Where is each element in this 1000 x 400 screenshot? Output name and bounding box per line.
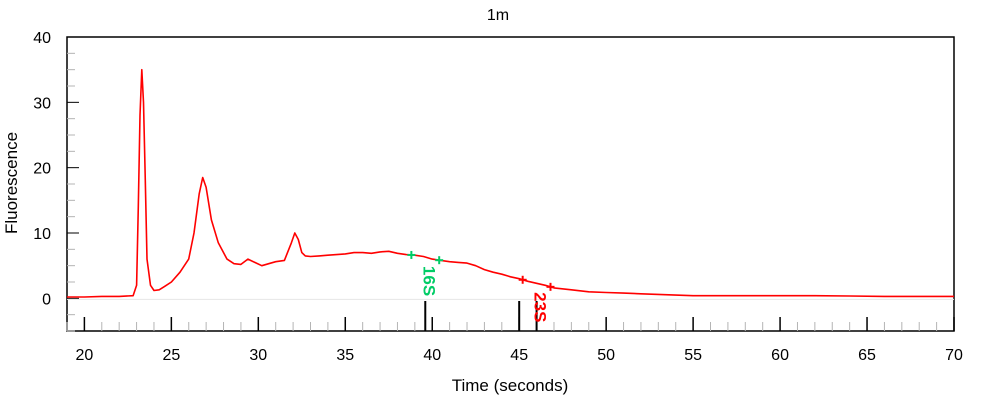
annotation-16s: 16S bbox=[407, 250, 444, 296]
y-tick-label: 40 bbox=[33, 30, 51, 47]
x-tick-label: 60 bbox=[771, 347, 789, 364]
x-tick-label: 40 bbox=[423, 347, 441, 364]
x-axis-title: Time (seconds) bbox=[452, 376, 569, 395]
series-layer bbox=[67, 68, 954, 298]
x-tick-label: 30 bbox=[249, 347, 267, 364]
x-tick-label: 20 bbox=[75, 347, 93, 364]
y-tick-label: 20 bbox=[33, 161, 51, 178]
x-tick-label: 35 bbox=[336, 347, 354, 364]
x-tick-label: 70 bbox=[945, 347, 963, 364]
chart-title: 1m bbox=[487, 7, 509, 24]
y-tick-label: 30 bbox=[33, 95, 51, 112]
y-tick-label: 10 bbox=[33, 226, 51, 243]
x-tick-label: 65 bbox=[858, 347, 876, 364]
x-tick-label: 55 bbox=[684, 347, 702, 364]
series-line bbox=[67, 68, 954, 298]
annotation-layer: 16S 23S bbox=[407, 250, 555, 331]
x-tick-label: 50 bbox=[597, 347, 615, 364]
annotation-label: 16S bbox=[419, 266, 438, 296]
y-axis-title: Fluorescence bbox=[2, 132, 21, 234]
plot-frame bbox=[66, 36, 955, 332]
x-axis: 20 25 30 35 40 45 50 55 60 65 70 bbox=[66, 317, 963, 364]
x-tick-label: 45 bbox=[510, 347, 528, 364]
y-axis: 0 10 20 30 40 bbox=[33, 30, 954, 332]
annotation-label: 23S bbox=[531, 292, 550, 322]
x-tick-label: 25 bbox=[162, 347, 180, 364]
y-tick-label: 0 bbox=[42, 291, 51, 308]
annotation-23s: 23S bbox=[518, 275, 555, 322]
